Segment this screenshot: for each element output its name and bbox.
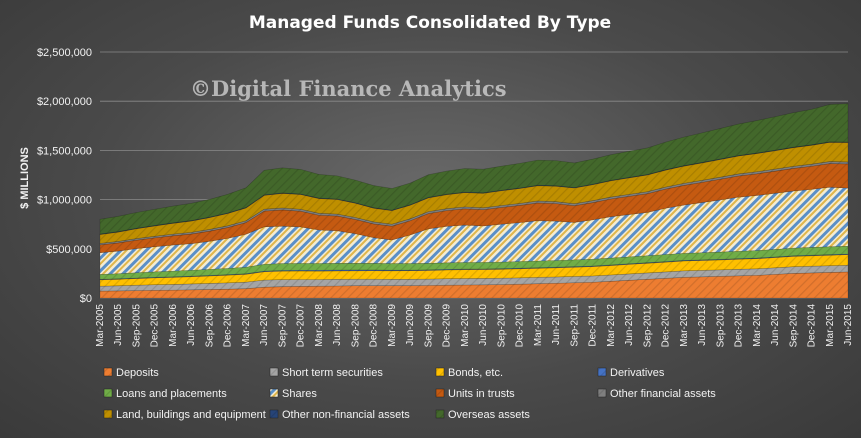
legend-swatch — [435, 367, 445, 377]
legend-swatch — [435, 388, 445, 398]
x-tick-label: Sep-2014 — [788, 304, 799, 348]
x-tick-label: Sep-2013 — [715, 304, 726, 348]
area-loans-and-placements — [99, 245, 849, 280]
legend-swatch — [103, 409, 113, 419]
area-other-non-financial-assets — [99, 141, 849, 235]
x-tick-label: Sep-2009 — [423, 304, 434, 348]
y-tick-label: $1,500,000 — [37, 145, 92, 157]
legend-label: Shares — [282, 388, 317, 400]
x-tick-label: Dec-2009 — [442, 304, 453, 348]
y-axis-ticks: $0 $500,000 $1,000,000 $1,500,000 $2,000,000… — [37, 47, 92, 305]
legend-swatch — [269, 367, 279, 377]
legend-label: Land, buildings and equipment — [116, 409, 266, 421]
x-tick-label: Mar-2010 — [460, 304, 471, 347]
area-bonds-etc — [99, 254, 849, 287]
x-tick-label: Jun-2005 — [113, 304, 124, 346]
y-tick-label: $2,500,000 — [37, 47, 92, 59]
area-land-buildings-and-equipment — [99, 142, 849, 244]
x-tick-label: Dec-2008 — [369, 304, 380, 348]
legend-swatch — [269, 388, 279, 398]
area-shares — [99, 186, 849, 275]
x-tick-label: Mar-2009 — [387, 304, 398, 347]
y-tick-label: $0 — [80, 293, 92, 305]
y-tick-label: $1,000,000 — [37, 195, 92, 207]
x-tick-label: Jun-2012 — [624, 304, 635, 346]
stacked-areas — [99, 103, 849, 299]
legend-label: Deposits — [116, 367, 159, 379]
legend-swatch — [597, 367, 607, 377]
x-axis-ticks: Mar-2005 Jun-2005 Sep-2005 Dec-2005 Mar-2006… — [95, 304, 854, 348]
x-tick-label: Jun-2015 — [843, 304, 854, 346]
watermark-text: ©Digital Finance Analytics — [190, 76, 507, 101]
legend-label: Overseas assets — [448, 409, 530, 421]
x-tick-label: Jun-2007 — [259, 304, 270, 346]
x-tick-label: Mar-2012 — [606, 304, 617, 347]
y-tick-label: $500,000 — [46, 244, 92, 256]
area-short-term-securities — [99, 264, 849, 292]
x-tick-label: Sep-2012 — [642, 304, 653, 348]
legend-swatch — [103, 388, 113, 398]
x-tick-label: Jun-2013 — [697, 304, 708, 346]
legend-swatch — [103, 367, 113, 377]
x-tick-label: Mar-2007 — [241, 304, 252, 347]
x-tick-label: Mar-2005 — [95, 304, 106, 347]
x-tick-label: Dec-2006 — [223, 304, 234, 348]
x-tick-label: Jun-2011 — [551, 304, 562, 345]
chart-title: Managed Funds Consolidated By Type — [249, 13, 611, 33]
legend-label: Short term securities — [282, 367, 383, 379]
x-tick-label: Mar-2006 — [168, 304, 179, 347]
legend-label: Derivatives — [610, 367, 665, 379]
x-tick-label: Dec-2007 — [296, 304, 307, 348]
x-tick-label: Sep-2006 — [204, 304, 215, 348]
legend-label: Other non-financial assets — [282, 409, 410, 421]
legend: Deposits Short term securities Bonds, etc.… — [103, 367, 716, 421]
x-tick-label: Dec-2012 — [661, 304, 672, 348]
area-other-financial-assets — [99, 161, 849, 246]
x-tick-label: Sep-2005 — [131, 304, 142, 348]
legend-label: Units in trusts — [448, 388, 515, 400]
legend-label: Bonds, etc. — [448, 367, 503, 379]
x-tick-label: Mar-2015 — [825, 304, 836, 347]
x-tick-label: Sep-2007 — [277, 304, 288, 348]
x-tick-label: Dec-2010 — [515, 304, 526, 348]
x-tick-label: Mar-2011 — [533, 304, 544, 346]
legend-label: Loans and placements — [116, 388, 227, 400]
x-tick-label: Jun-2009 — [405, 304, 416, 346]
x-tick-label: Dec-2014 — [807, 304, 818, 348]
legend-swatch — [435, 409, 445, 419]
x-tick-label: Sep-2008 — [350, 304, 361, 348]
x-tick-label: Mar-2013 — [679, 304, 690, 347]
x-tick-label: Dec-2011 — [588, 304, 599, 347]
x-tick-label: Dec-2013 — [734, 304, 745, 348]
x-tick-label: Jun-2008 — [332, 304, 343, 346]
x-tick-label: Mar-2014 — [752, 304, 763, 347]
x-tick-label: Sep-2011 — [569, 304, 580, 347]
x-tick-label: Sep-2010 — [496, 304, 507, 348]
area-overseas-assets — [99, 103, 849, 235]
x-tick-label: Dec-2005 — [150, 304, 161, 348]
x-tick-label: Jun-2006 — [186, 304, 197, 346]
x-tick-label: Jun-2014 — [770, 304, 781, 346]
legend-swatch — [269, 409, 279, 419]
legend-swatch — [597, 388, 607, 398]
x-tick-label: Mar-2008 — [314, 304, 325, 347]
area-units-in-trusts — [99, 163, 849, 254]
legend-label: Other financial assets — [610, 388, 716, 400]
y-axis-label: $ MILLIONS — [19, 147, 31, 209]
x-tick-label: Jun-2010 — [478, 304, 489, 346]
y-tick-label: $2,000,000 — [37, 96, 92, 108]
